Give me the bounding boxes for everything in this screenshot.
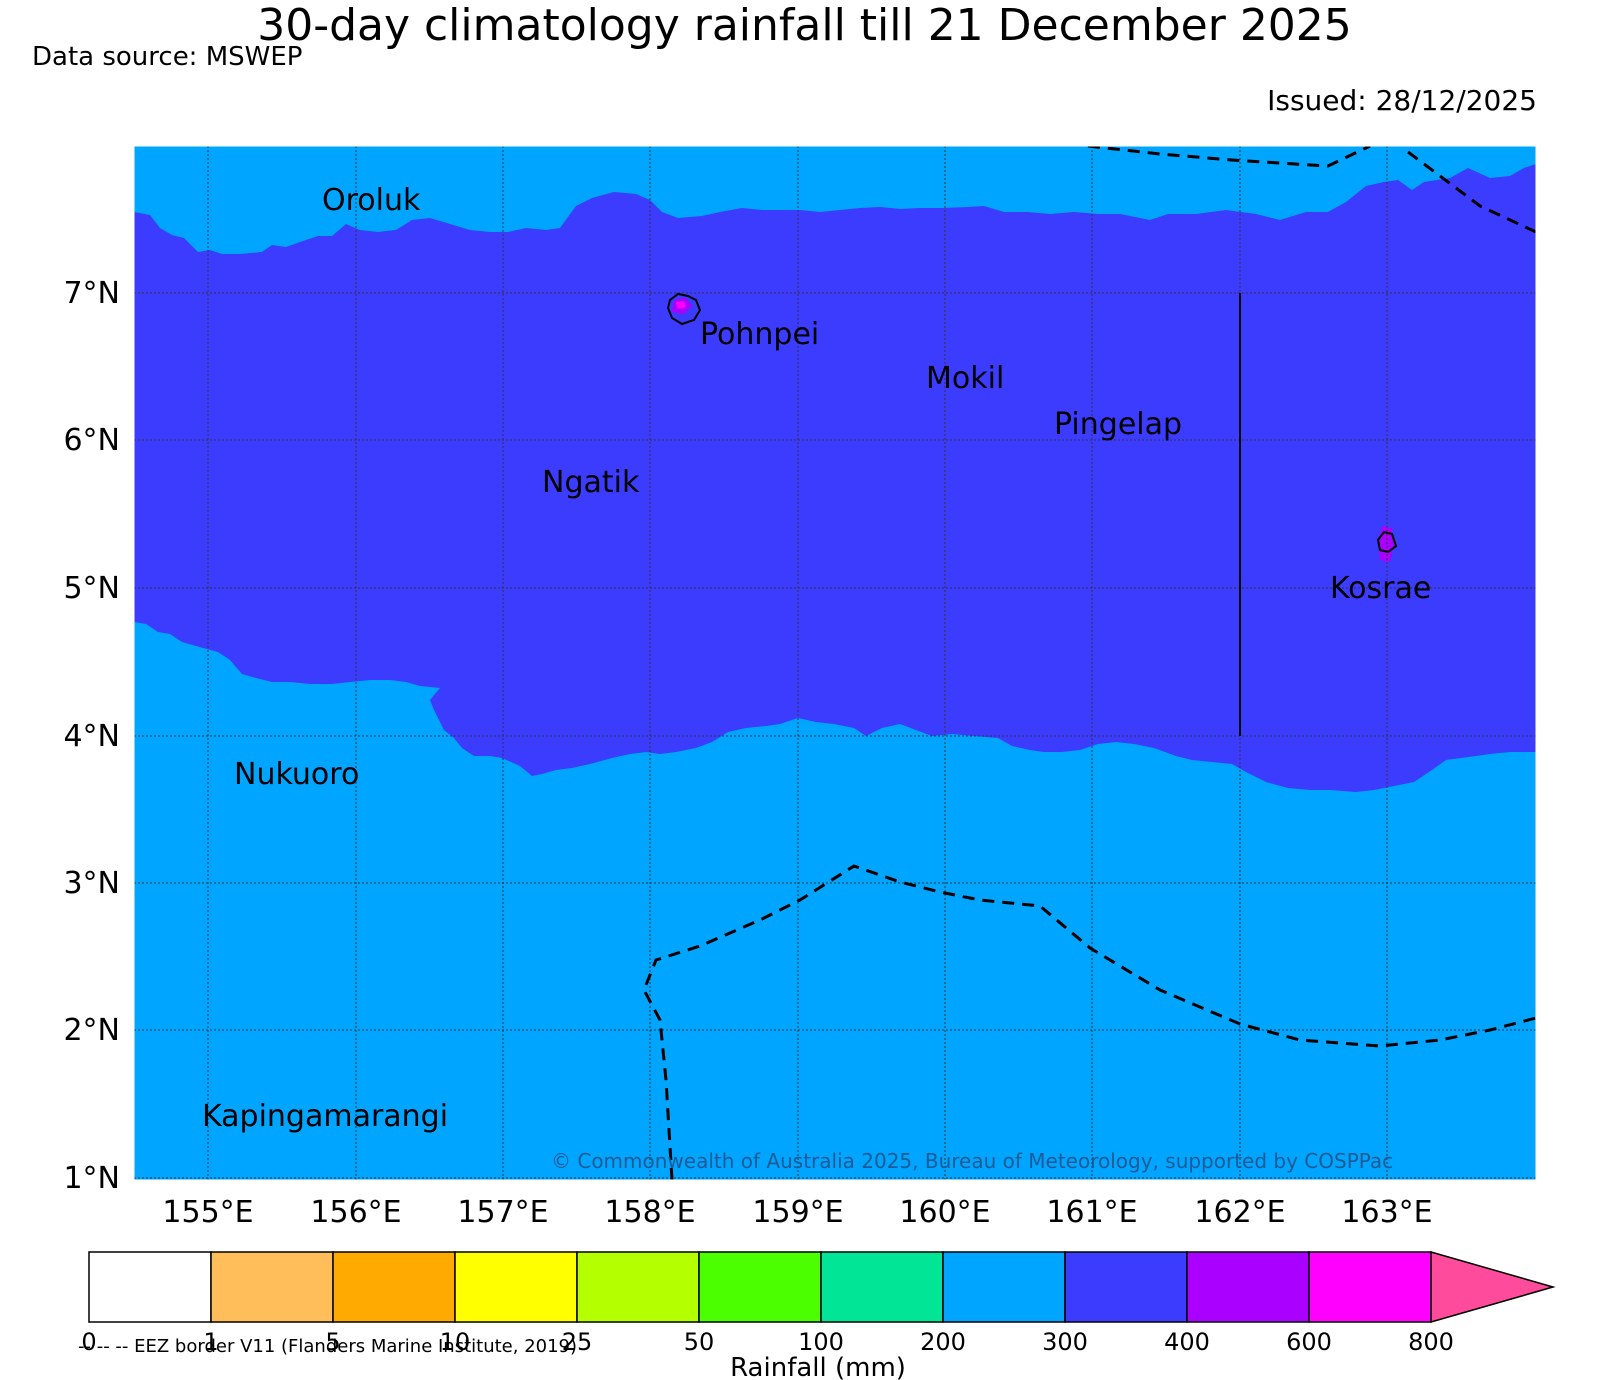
eez-border-note: -- -- -- EEZ border V11 (Flanders Marine… — [78, 1336, 578, 1357]
data-source-label: Data source: MSWEP — [32, 42, 303, 72]
colorbar-tick-1: 1 — [203, 1328, 218, 1356]
colorbar-swatch-300 — [1064, 1251, 1188, 1323]
map-title: 30-day climatology rainfall till 21 Dece… — [257, 0, 1352, 51]
colorbar-tick-200: 200 — [920, 1328, 966, 1356]
colorbar-swatch-400 — [1186, 1251, 1310, 1323]
lon-tick-160e: 160°E — [899, 1195, 990, 1230]
pohnpei-rain-core — [676, 301, 686, 309]
lon-tick-155e: 155°E — [162, 1195, 253, 1230]
lat-tick-4n: 4°N — [63, 719, 120, 754]
colorbar-swatch-25 — [576, 1251, 700, 1323]
map-area — [134, 146, 1536, 1180]
lon-tick-161e: 161°E — [1046, 1195, 1137, 1230]
colorbar-tick-800: 800 — [1408, 1328, 1454, 1356]
lat-tick-6n: 6°N — [63, 423, 120, 458]
colorbar-swatch-600 — [1308, 1251, 1432, 1323]
colorbar-swatch-200 — [942, 1251, 1066, 1323]
place-label-nukuoro: Nukuoro — [234, 757, 359, 792]
place-label-pohnpei: Pohnpei — [700, 317, 819, 352]
colorbar-tick-100: 100 — [798, 1328, 844, 1356]
kosrae-coastline — [1376, 530, 1398, 554]
colorbar-tick-0: 0 — [81, 1328, 96, 1356]
colorbar — [88, 1251, 1556, 1323]
colorbar-swatch-5 — [332, 1251, 456, 1323]
colorbar-swatch-1 — [210, 1251, 334, 1323]
place-label-kapingamarangi: Kapingamarangi — [202, 1099, 448, 1134]
colorbar-tick-25: 25 — [562, 1328, 593, 1356]
colorbar-tick-300: 300 — [1042, 1328, 1088, 1356]
lat-tick-7n: 7°N — [63, 276, 120, 311]
colorbar-swatch-0 — [88, 1251, 212, 1323]
colorbar-tick-5: 5 — [325, 1328, 340, 1356]
colorbar-swatch-10 — [454, 1251, 578, 1323]
lon-tick-163e: 163°E — [1341, 1195, 1432, 1230]
colorbar-swatch-50 — [698, 1251, 822, 1323]
lat-tick-2n: 2°N — [63, 1013, 120, 1048]
colorbar-tick-labels: 0 1 5 10 25 50 100 200 300 400 600 800 — [81, 1328, 1454, 1356]
lon-tick-162e: 162°E — [1194, 1195, 1285, 1230]
colorbar-tick-600: 600 — [1286, 1328, 1332, 1356]
place-label-pingelap: Pingelap — [1054, 407, 1182, 442]
colorbar-label: Rainfall (mm) — [730, 1353, 906, 1380]
lon-tick-158e: 158°E — [604, 1195, 695, 1230]
lat-tick-3n: 3°N — [63, 866, 120, 901]
colorbar-swatch-100 — [820, 1251, 944, 1323]
place-label-ngatik: Ngatik — [542, 465, 640, 500]
place-label-oroluk: Oroluk — [322, 183, 421, 218]
rain-300-400-band — [134, 164, 1536, 792]
eez-borders — [642, 146, 1536, 1180]
lon-tick-156e: 156°E — [310, 1195, 401, 1230]
lat-tick-5n: 5°N — [63, 571, 120, 606]
colorbar-tick-10: 10 — [440, 1328, 471, 1356]
copyright-notice: © Commonwealth of Australia 2025, Bureau… — [551, 1149, 1393, 1173]
lon-tick-157e: 157°E — [457, 1195, 548, 1230]
colorbar-tick-50: 50 — [684, 1328, 715, 1356]
place-label-kosrae: Kosrae — [1330, 571, 1431, 606]
place-label-mokil: Mokil — [926, 361, 1004, 396]
pohnpei-coastline — [666, 292, 702, 326]
colorbar-extension-arrow — [1430, 1251, 1556, 1323]
issued-date: Issued: 28/12/2025 — [1267, 84, 1537, 117]
lat-tick-1n: 1°N — [63, 1161, 120, 1196]
lon-tick-159e: 159°E — [752, 1195, 843, 1230]
colorbar-tick-400: 400 — [1164, 1328, 1210, 1356]
